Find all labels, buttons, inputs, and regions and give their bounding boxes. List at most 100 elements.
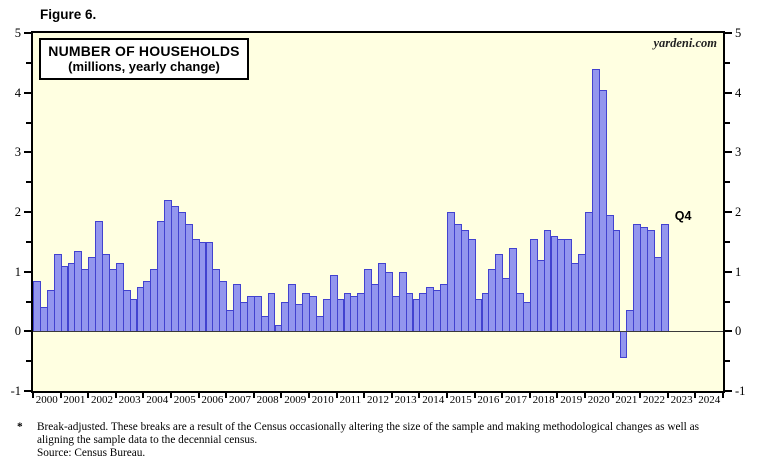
y-major-tick-left-1 <box>24 270 31 273</box>
x-tick-7 <box>225 391 228 398</box>
x-tick-14 <box>418 391 421 398</box>
y-major-tick-left-3 <box>24 151 31 154</box>
y-label-left-0: 0 <box>14 324 21 339</box>
y-minor-tick-right-0.5 <box>725 300 730 303</box>
x-tick-2 <box>87 391 90 398</box>
chart-title: NUMBER OF HOUSEHOLDS <box>48 43 240 59</box>
x-tick-19 <box>556 391 559 398</box>
bar-2020-q3 <box>598 89 607 332</box>
bar-2008-q3 <box>267 292 276 332</box>
bar-2010-q1 <box>309 295 317 332</box>
y-minor-tick-left-2.5 <box>26 181 31 184</box>
y-major-tick-right-5 <box>725 32 732 34</box>
x-year-label-2021: 2021 <box>615 394 638 406</box>
x-year-label-2008: 2008 <box>256 394 279 406</box>
y-minor-tick-left--0.5 <box>26 360 31 363</box>
bar-2021-q2 <box>619 331 628 359</box>
x-tick-8 <box>252 391 255 398</box>
y-minor-tick-right-3.5 <box>725 121 730 124</box>
footnote-asterisk: * <box>17 421 23 433</box>
y-minor-tick-right-1.5 <box>725 240 730 243</box>
y-minor-tick-right-4.5 <box>725 61 730 64</box>
x-tick-6 <box>197 391 200 398</box>
y-major-tick-right-0 <box>725 330 732 333</box>
x-tick-13 <box>390 391 393 398</box>
footnote-line-2: aligning the sample data to the decennia… <box>37 433 258 446</box>
x-year-label-2002: 2002 <box>91 394 113 406</box>
y-label-right-1: 1 <box>735 264 742 279</box>
y-label-right--1: -1 <box>735 384 746 398</box>
x-tick-22 <box>639 391 642 398</box>
x-year-label-2003: 2003 <box>118 394 141 406</box>
bar-2000-q1 <box>33 280 41 332</box>
bar-2008-q1 <box>253 295 262 332</box>
y-major-tick-left-0 <box>24 330 31 333</box>
x-tick-16 <box>473 391 476 398</box>
x-year-label-2015: 2015 <box>449 394 472 406</box>
x-year-label-2018: 2018 <box>532 394 555 406</box>
x-tick-17 <box>501 391 504 398</box>
y-major-tick-right-4 <box>725 91 732 94</box>
x-year-label-2013: 2013 <box>394 394 417 406</box>
x-year-label-2024: 2024 <box>698 394 721 406</box>
bar-2022-q4 <box>660 223 669 332</box>
x-year-label-2022: 2022 <box>643 394 665 406</box>
footnote-text: Break-adjusted. These breaks are a resul… <box>37 421 762 459</box>
bar-2021-q1 <box>612 229 621 332</box>
yardeni-watermark: yardeni.com <box>653 36 717 50</box>
y-minor-tick-right-2.5 <box>725 181 730 184</box>
x-year-label-2004: 2004 <box>146 394 169 406</box>
y-major-tick-right-3 <box>725 151 732 154</box>
y-label-right-2: 2 <box>735 205 742 219</box>
x-tick-5 <box>170 391 172 398</box>
zero-line <box>33 330 723 332</box>
plot-area: NUMBER OF HOUSEHOLDS (millions, yearly c… <box>31 31 725 393</box>
y-major-tick-right-1 <box>725 270 732 273</box>
x-tick-0 <box>32 391 34 398</box>
x-year-label-2023: 2023 <box>670 394 693 406</box>
x-year-label-2016: 2016 <box>477 394 500 406</box>
x-year-label-2006: 2006 <box>201 394 224 406</box>
y-label-left-3: 3 <box>14 145 21 160</box>
y-minor-tick-left-0.5 <box>26 300 31 303</box>
y-minor-tick-right--0.5 <box>725 360 730 363</box>
x-year-label-2020: 2020 <box>587 394 610 406</box>
y-minor-tick-left-4.5 <box>26 61 31 64</box>
bar-2015-q4 <box>467 238 476 332</box>
chart-subtitle: (millions, yearly change) <box>68 59 220 74</box>
footnote-line-1: Break-adjusted. These breaks are a resul… <box>37 421 700 433</box>
x-tick-20 <box>584 391 586 398</box>
x-tick-3 <box>114 391 117 398</box>
y-major-tick-left-4 <box>24 91 31 94</box>
x-tick-24 <box>694 391 697 398</box>
y-major-tick-left-5 <box>24 32 31 34</box>
y-label-left-1: 1 <box>14 264 21 279</box>
x-tick-18 <box>528 391 531 398</box>
footnote-line-3: Source: Census Bureau. <box>37 446 146 459</box>
chart-title-box: NUMBER OF HOUSEHOLDS (millions, yearly c… <box>39 38 249 80</box>
x-year-label-2009: 2009 <box>284 394 307 406</box>
x-year-label-2017: 2017 <box>505 394 527 406</box>
bar-2006-q4 <box>219 280 228 332</box>
x-tick-23 <box>666 391 669 398</box>
x-tick-21 <box>611 391 614 398</box>
x-year-label-2011: 2011 <box>339 394 362 406</box>
x-year-label-2014: 2014 <box>422 394 445 406</box>
x-tick-25 <box>722 391 724 398</box>
y-major-tick-right--1 <box>725 390 732 392</box>
x-year-label-2000: 2000 <box>35 394 58 406</box>
y-label-right-5: 5 <box>735 26 742 40</box>
bars-layer <box>33 33 723 391</box>
y-label-left-2: 2 <box>14 205 21 219</box>
y-major-tick-left--1 <box>24 390 31 392</box>
figure-label: Figure 6. <box>40 7 97 22</box>
x-year-label-2019: 2019 <box>560 394 583 406</box>
x-tick-15 <box>446 391 448 398</box>
x-year-label-2001: 2001 <box>63 394 86 406</box>
y-label-right-4: 4 <box>735 85 742 100</box>
bar-2017-q2 <box>509 247 517 332</box>
x-tick-10 <box>308 391 310 398</box>
x-tick-12 <box>363 391 366 398</box>
x-tick-9 <box>280 391 283 398</box>
